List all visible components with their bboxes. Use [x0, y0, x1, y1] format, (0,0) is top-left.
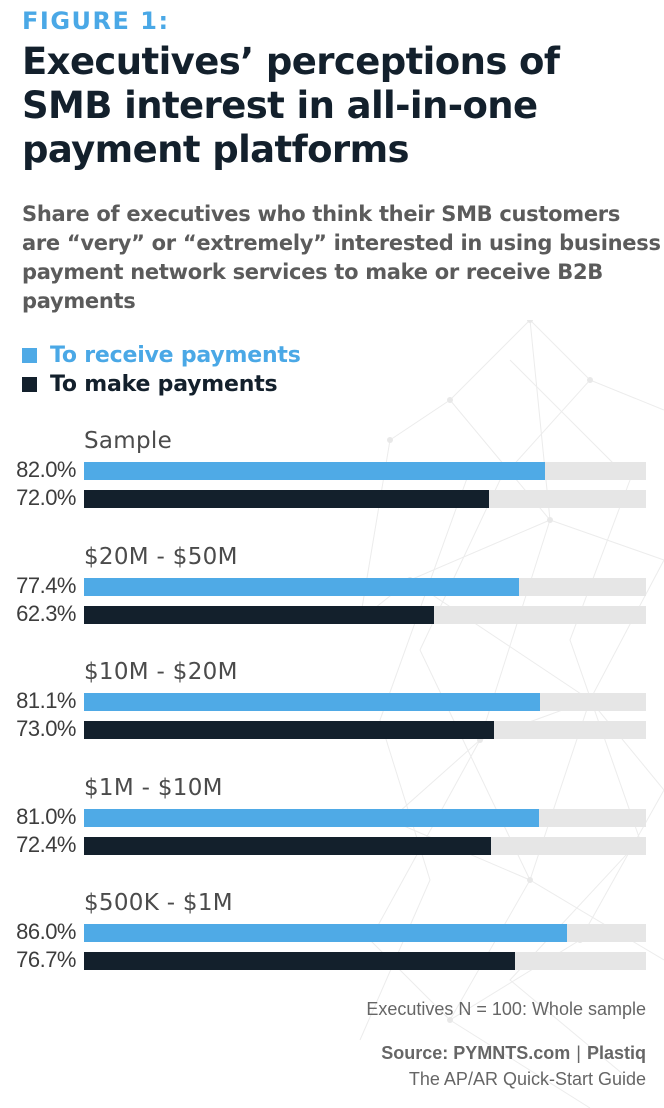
bar-fill	[84, 924, 568, 942]
bar-track	[84, 693, 646, 711]
bar-row-make: 72.4%	[0, 832, 664, 857]
bar-track	[84, 924, 646, 942]
bar-fill	[84, 577, 519, 596]
bar-row-make: 76.7%	[0, 947, 664, 972]
guide-title: The AP/AR Quick-Start Guide	[408, 1069, 646, 1089]
bar-track	[84, 952, 646, 970]
bar-group: $20M - $50M 77.4% 62.3%	[0, 544, 664, 659]
legend-label-make: To make payments	[50, 372, 278, 397]
legend-swatch-make-icon	[22, 377, 37, 392]
sample-note: Executives N = 100: Whole sample	[366, 999, 646, 1019]
legend-item-receive: To receive payments	[22, 341, 301, 370]
bar-group: Sample 82.0% 72.0%	[0, 428, 664, 543]
legend-item-make: To make payments	[22, 370, 301, 399]
category-label: Sample	[84, 428, 173, 454]
chart-title: Executives’ perceptions of SMB interest …	[22, 40, 560, 171]
bar-group: $500K - $1M 86.0% 76.7%	[0, 890, 664, 1005]
bar-row-make: 73.0%	[0, 716, 664, 741]
category-label: $1M - $10M	[84, 774, 223, 801]
bar-fill	[84, 721, 495, 739]
category-label: $500K - $1M	[84, 890, 233, 916]
bar-fill	[84, 952, 516, 970]
bar-group: $1M - $10M 81.0% 72.4%	[0, 775, 664, 890]
bar-fill	[84, 693, 540, 711]
category-label: $10M - $20M	[84, 659, 238, 685]
value-label: 76.7%	[16, 947, 76, 972]
bar-row-receive: 81.0%	[0, 804, 664, 829]
figure-label: FIGURE 1:	[22, 7, 170, 35]
bar-fill	[84, 808, 540, 827]
legend: To receive payments To make payments	[22, 341, 301, 399]
bar-track	[84, 462, 646, 480]
bar-row-receive: 77.4%	[0, 573, 664, 598]
legend-swatch-receive-icon	[22, 348, 37, 363]
source-prefix: Source: PYMNTS.com	[381, 1043, 571, 1063]
source-partner: Plastiq	[586, 1043, 646, 1063]
bar-fill	[84, 462, 545, 480]
bar-row-receive: 86.0%	[0, 919, 664, 944]
bar-fill	[84, 605, 435, 624]
value-label: 72.0%	[16, 485, 76, 510]
value-label: 62.3%	[16, 600, 76, 626]
bar-fill	[84, 490, 489, 508]
value-label: 81.1%	[16, 688, 76, 713]
bar-track	[84, 490, 646, 508]
value-label: 73.0%	[16, 716, 76, 741]
value-label: 81.0%	[16, 803, 76, 829]
value-label: 77.4%	[16, 572, 76, 598]
value-label: 86.0%	[16, 919, 76, 944]
bar-fill	[84, 836, 491, 855]
bar-row-make: 72.0%	[0, 485, 664, 510]
value-label: 72.4%	[16, 831, 76, 857]
bar-track	[84, 836, 646, 855]
bar-track	[84, 577, 646, 596]
category-label: $20M - $50M	[84, 543, 238, 570]
bar-track	[84, 605, 646, 624]
source-separator: |	[576, 1043, 581, 1063]
bar-row-receive: 81.1%	[0, 688, 664, 713]
source-line: Source: PYMNTS.com | Plastiq	[381, 1043, 646, 1064]
bar-track	[84, 808, 646, 827]
value-label: 82.0%	[16, 457, 76, 482]
bar-row-receive: 82.0%	[0, 457, 664, 482]
bar-track	[84, 721, 646, 739]
chart-subtitle: Share of executives who think their SMB …	[22, 202, 661, 313]
legend-label-receive: To receive payments	[50, 343, 301, 368]
bar-group: $10M - $20M 81.1% 73.0%	[0, 659, 664, 774]
bar-row-make: 62.3%	[0, 601, 664, 626]
